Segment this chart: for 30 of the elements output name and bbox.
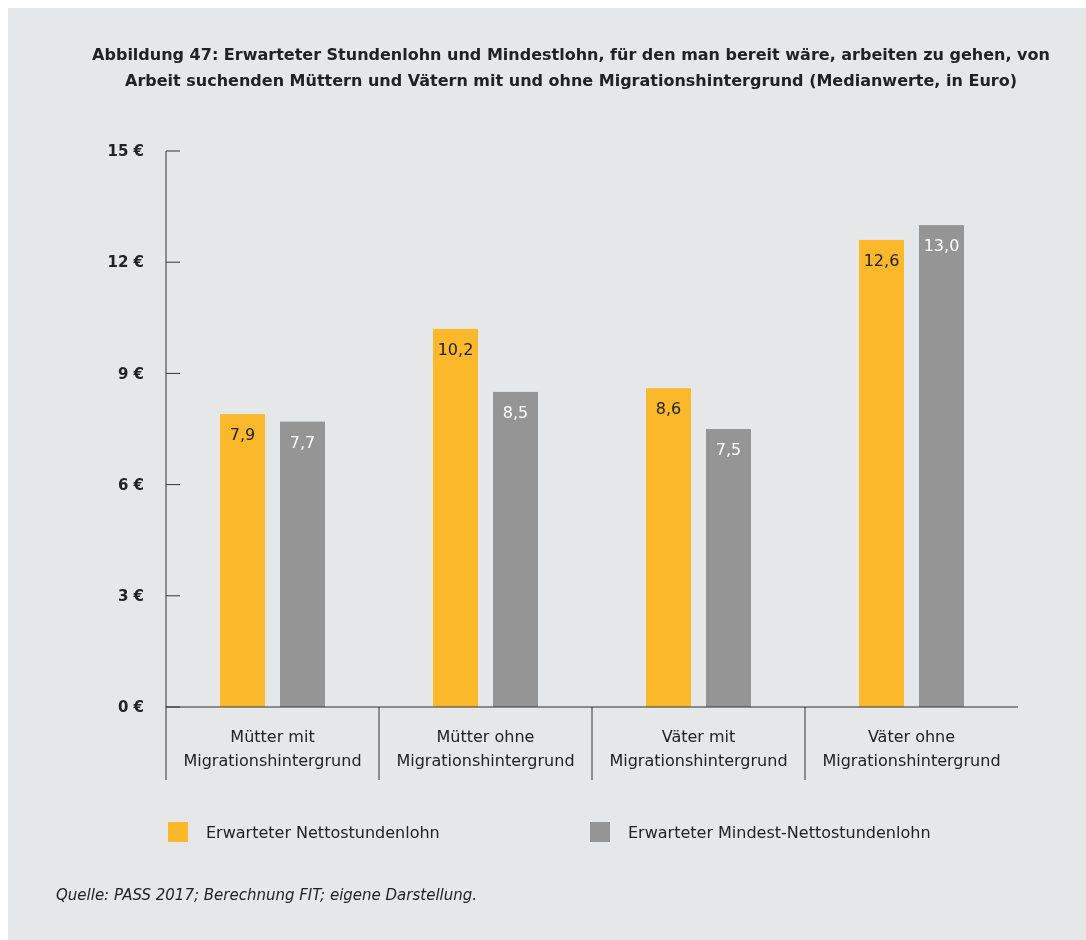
bar (220, 414, 265, 707)
bar (859, 239, 904, 707)
data-label: 12,6 (863, 250, 900, 270)
legend-label: Erwarteter Nettostundenlohn (206, 822, 440, 842)
x-tick-label: Mütter ohne Migrationshintergrund (396, 727, 575, 770)
y-tick-label: 9 € (117, 364, 144, 383)
data-label: 7,9 (229, 425, 256, 445)
data-label: 8,5 (502, 402, 529, 422)
y-tick-label: 12 € (107, 253, 144, 272)
bar (646, 388, 691, 707)
bar (706, 429, 751, 707)
data-label: 7,7 (289, 432, 316, 452)
y-tick-label: 3 € (117, 587, 144, 606)
source-note: Quelle: PASS 2017; Berechnung FIT; eigene Darstellung. (56, 886, 478, 904)
chart-title: Abbildung 47: Erwarteter Stundenlohn und Mindestlohn, für den man bereit wäre, arbeiten zu gehen, von Arbeit suchenden Müttern und Vätern mit und ohne Migrationshintergrund (Medianwerte, in Euro) (92, 45, 1050, 90)
bar (280, 421, 325, 707)
data-label: 8,6 (655, 399, 682, 419)
data-label: 7,5 (715, 440, 742, 459)
bar (493, 391, 538, 707)
y-tick-label: 0 € (117, 698, 144, 717)
x-tick-label: Väter ohne Migrationshintergrund (822, 727, 1001, 770)
y-tick-label: 6 € (117, 475, 144, 494)
x-tick-label: Väter mit Migrationshintergrund (609, 727, 788, 770)
data-label: 10,2 (437, 339, 474, 359)
y-tick-label: 15 € (107, 142, 144, 161)
bar (919, 225, 964, 707)
x-tick-label: Mütter mit Migrationshintergrund (183, 727, 362, 770)
legend-label: Erwarteter Mindest-Nettostundenlohn (628, 822, 931, 842)
bar (433, 328, 478, 707)
data-label: 13,0 (923, 236, 960, 256)
